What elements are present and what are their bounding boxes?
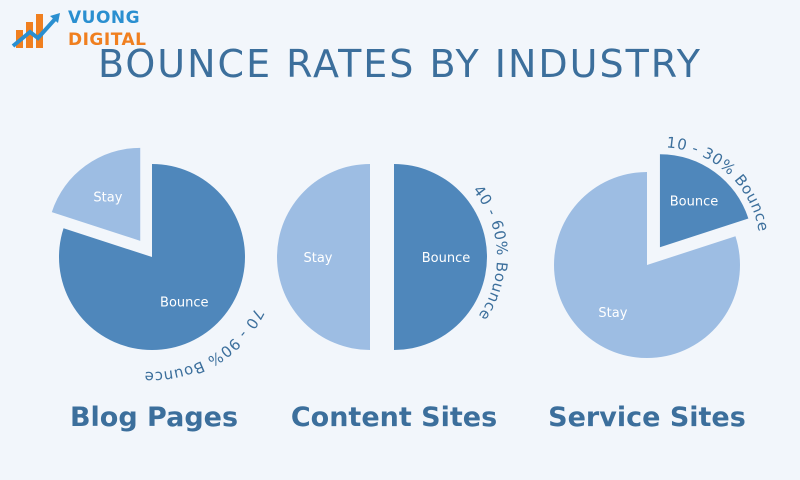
- bar-chart-logo-icon: [11, 13, 60, 48]
- content-sites-stay-slice: [277, 164, 370, 350]
- service-sites-bounce-label: Bounce: [670, 194, 719, 209]
- page-title: BOUNCE RATES BY INDUSTRY: [97, 42, 702, 86]
- caption-content-sites: Content Sites: [290, 402, 498, 433]
- logo: VUONG DIGITAL: [10, 6, 160, 54]
- content-sites-bounce-label: Bounce: [422, 251, 471, 266]
- caption-blog-pages: Blog Pages: [69, 402, 239, 433]
- service-sites-stay-label: Stay: [598, 306, 627, 321]
- blog-pages-bounce-slice: [58, 164, 245, 350]
- service-sites-bounce-slice: [659, 154, 749, 248]
- blog-pages-stay-slice: [51, 147, 141, 241]
- logo-text-line2: DIGITAL: [68, 30, 147, 50]
- content-sites-stay-label: Stay: [303, 251, 332, 266]
- content-sites-bounce-slice: [394, 164, 487, 350]
- service-sites-stay-slice: [554, 172, 741, 359]
- blog-pages-bounce-label: Bounce: [160, 296, 209, 311]
- blog-pages-stay-label: Stay: [93, 190, 122, 205]
- caption-service-sites: Service Sites: [548, 402, 746, 433]
- logo-text-line1: VUONG: [68, 8, 141, 28]
